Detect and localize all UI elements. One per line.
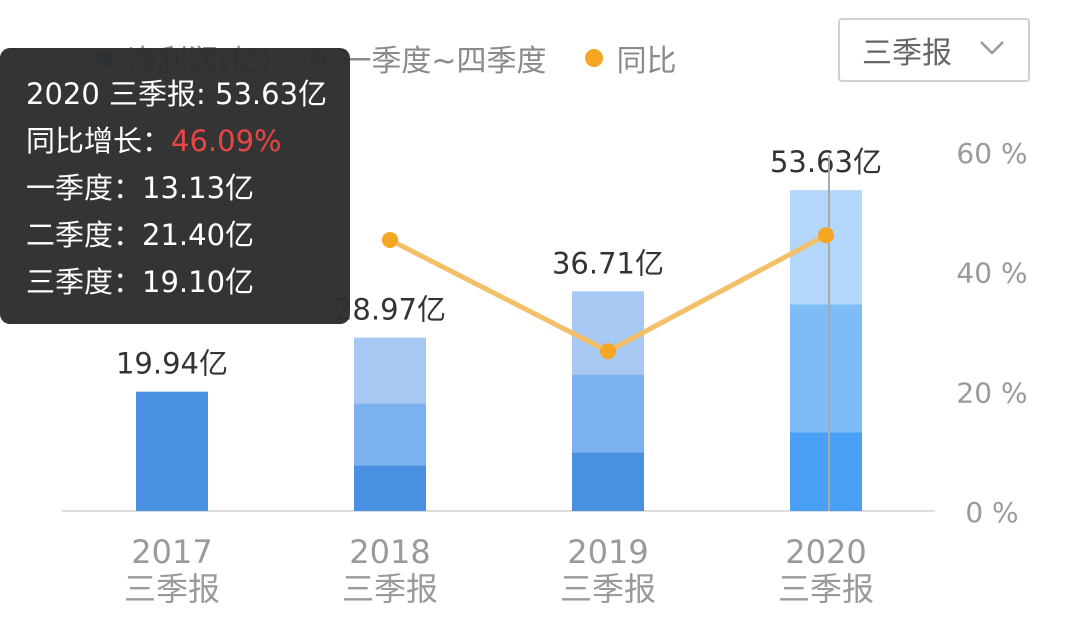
x-axis-year-label: 2020 (785, 533, 866, 571)
legend-label-quarters: 一季度~四季度 (341, 44, 547, 79)
x-axis-period-label: 三季报 (560, 570, 656, 608)
tooltip-growth-label: 同比增长： (26, 124, 172, 158)
legend-item-yoy[interactable]: 同比 (584, 36, 677, 80)
yoy-point (818, 227, 834, 244)
period-select[interactable]: 三季报 (838, 18, 1030, 82)
bar-value-label: 28.97亿 (334, 293, 446, 327)
bar-value-label: 53.63亿 (770, 145, 882, 179)
yoy-point (600, 343, 616, 360)
bar-segment (354, 403, 426, 466)
bar-value-label: 19.94亿 (116, 347, 228, 381)
x-axis-year-label: 2018 (349, 533, 430, 571)
right-axis-tick-label: 0 % (965, 496, 1018, 529)
bar-segment (572, 452, 644, 511)
chevron-down-icon (980, 41, 1004, 55)
legend-label-yoy: 同比 (616, 44, 677, 79)
bar-segment (354, 465, 426, 511)
tooltip-q1: 一季度：13.13亿 (26, 171, 255, 205)
bar-segment (790, 432, 862, 511)
tooltip-q2: 二季度：21.40亿 (26, 218, 255, 252)
tooltip-growth-row: 同比增长：46.09% (26, 121, 350, 168)
x-axis-year-label: 2019 (567, 533, 648, 571)
x-axis-period-label: 三季报 (342, 570, 438, 608)
tooltip-q3: 三季度：19.10亿 (26, 265, 255, 299)
bar-segment (572, 291, 644, 375)
bar-segment (790, 304, 862, 433)
yoy-point (382, 231, 398, 248)
legend-dot-yoy (584, 49, 603, 67)
tooltip-title: 2020 三季报: 53.63亿 (26, 77, 328, 111)
x-axis-year-label: 2017 (131, 533, 212, 571)
chart-tooltip: 2020 三季报: 53.63亿 同比增长：46.09% 一季度：13.13亿 … (0, 48, 350, 324)
x-axis-period-label: 三季报 (778, 570, 874, 608)
tooltip-growth-value: 46.09% (171, 124, 282, 158)
right-axis-tick-label: 40 % (956, 257, 1027, 290)
period-select-value: 三季报 (862, 36, 952, 71)
right-axis-tick-label: 20 % (956, 376, 1027, 409)
right-axis-tick-label: 60 % (956, 137, 1027, 170)
bar-segment (572, 374, 644, 453)
bar-value-label: 36.71亿 (552, 246, 664, 280)
bar-segment (136, 391, 208, 511)
bar-segment (354, 337, 426, 404)
x-axis-period-label: 三季报 (124, 570, 220, 608)
